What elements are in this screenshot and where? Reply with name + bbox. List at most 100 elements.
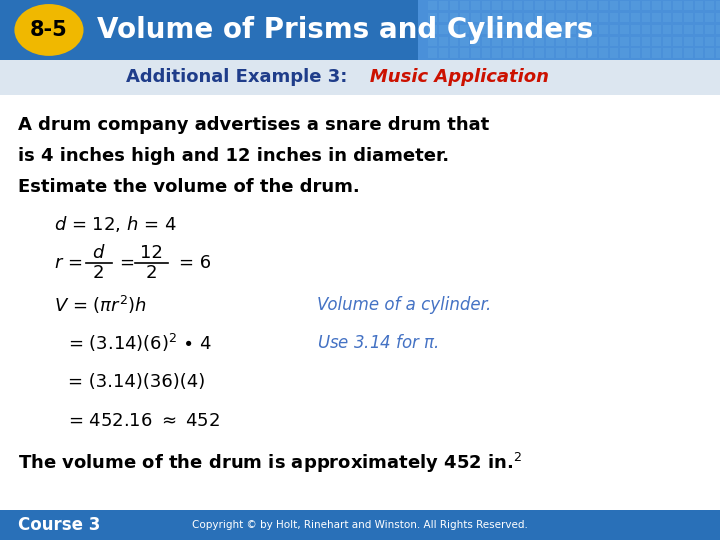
Bar: [652, 37, 661, 46]
Bar: [471, 49, 480, 58]
Bar: [695, 1, 703, 10]
Bar: [663, 49, 672, 58]
Text: = (3.14)(6)$^2$ $\bullet$ 4: = (3.14)(6)$^2$ $\bullet$ 4: [68, 333, 212, 354]
Bar: [546, 37, 554, 46]
Bar: [482, 37, 490, 46]
Bar: [428, 24, 437, 34]
Bar: [631, 49, 639, 58]
Bar: [620, 49, 629, 58]
Bar: [631, 1, 639, 10]
Bar: [0, 0, 720, 60]
Bar: [567, 1, 575, 10]
Bar: [482, 1, 490, 10]
Bar: [503, 12, 512, 22]
Bar: [610, 12, 618, 22]
Bar: [642, 24, 650, 34]
Bar: [557, 24, 565, 34]
Bar: [471, 24, 480, 34]
Bar: [599, 12, 608, 22]
Text: $d$ = 12, $h$ = 4: $d$ = 12, $h$ = 4: [54, 214, 176, 234]
Bar: [663, 12, 672, 22]
Bar: [706, 37, 714, 46]
Bar: [460, 12, 469, 22]
Bar: [535, 37, 544, 46]
Text: 8-5: 8-5: [30, 20, 68, 40]
Text: = 6: = 6: [179, 254, 211, 272]
Bar: [577, 49, 586, 58]
Bar: [706, 49, 714, 58]
Bar: [599, 1, 608, 10]
Bar: [588, 37, 597, 46]
Bar: [439, 12, 448, 22]
Bar: [631, 37, 639, 46]
Text: 2: 2: [145, 264, 157, 282]
Bar: [0, 60, 720, 95]
Bar: [706, 1, 714, 10]
Bar: [535, 24, 544, 34]
Text: Additional Example 3:: Additional Example 3:: [126, 69, 360, 86]
Bar: [716, 1, 720, 10]
Bar: [716, 49, 720, 58]
Bar: [684, 12, 693, 22]
Bar: [546, 24, 554, 34]
Bar: [673, 49, 682, 58]
Bar: [450, 24, 459, 34]
Bar: [439, 49, 448, 58]
Bar: [610, 24, 618, 34]
Bar: [673, 12, 682, 22]
Bar: [557, 12, 565, 22]
Bar: [577, 24, 586, 34]
Bar: [716, 12, 720, 22]
Bar: [439, 24, 448, 34]
Bar: [557, 1, 565, 10]
Bar: [642, 37, 650, 46]
Bar: [482, 49, 490, 58]
Bar: [503, 37, 512, 46]
Text: = 452.16 $\approx$ 452: = 452.16 $\approx$ 452: [68, 412, 220, 430]
Bar: [471, 1, 480, 10]
Text: $d$: $d$: [92, 244, 105, 262]
Bar: [492, 24, 501, 34]
Bar: [599, 37, 608, 46]
Bar: [716, 24, 720, 34]
Bar: [428, 37, 437, 46]
Bar: [546, 1, 554, 10]
Bar: [652, 12, 661, 22]
Bar: [684, 1, 693, 10]
Text: Volume of a cylinder.: Volume of a cylinder.: [317, 295, 491, 314]
Bar: [695, 12, 703, 22]
Bar: [439, 37, 448, 46]
Text: Use 3.14 for $\pi$.: Use 3.14 for $\pi$.: [317, 334, 438, 353]
Bar: [663, 37, 672, 46]
Bar: [524, 49, 533, 58]
Bar: [652, 24, 661, 34]
Bar: [450, 1, 459, 10]
Bar: [673, 1, 682, 10]
Bar: [610, 37, 618, 46]
Text: $r$ =: $r$ =: [54, 254, 84, 272]
Text: Estimate the volume of the drum.: Estimate the volume of the drum.: [18, 178, 360, 197]
Bar: [610, 49, 618, 58]
Text: = (3.14)(36)(4): = (3.14)(36)(4): [68, 373, 206, 392]
Bar: [663, 1, 672, 10]
Bar: [0, 510, 720, 540]
Bar: [567, 49, 575, 58]
Bar: [557, 37, 565, 46]
Bar: [663, 24, 672, 34]
Bar: [588, 1, 597, 10]
Bar: [567, 37, 575, 46]
Bar: [492, 12, 501, 22]
Bar: [428, 49, 437, 58]
Bar: [599, 24, 608, 34]
Bar: [450, 49, 459, 58]
Bar: [716, 37, 720, 46]
Bar: [620, 37, 629, 46]
Bar: [492, 49, 501, 58]
Bar: [599, 49, 608, 58]
Bar: [418, 0, 720, 60]
Bar: [620, 24, 629, 34]
Bar: [535, 1, 544, 10]
Bar: [503, 49, 512, 58]
Bar: [513, 49, 522, 58]
Bar: [471, 37, 480, 46]
